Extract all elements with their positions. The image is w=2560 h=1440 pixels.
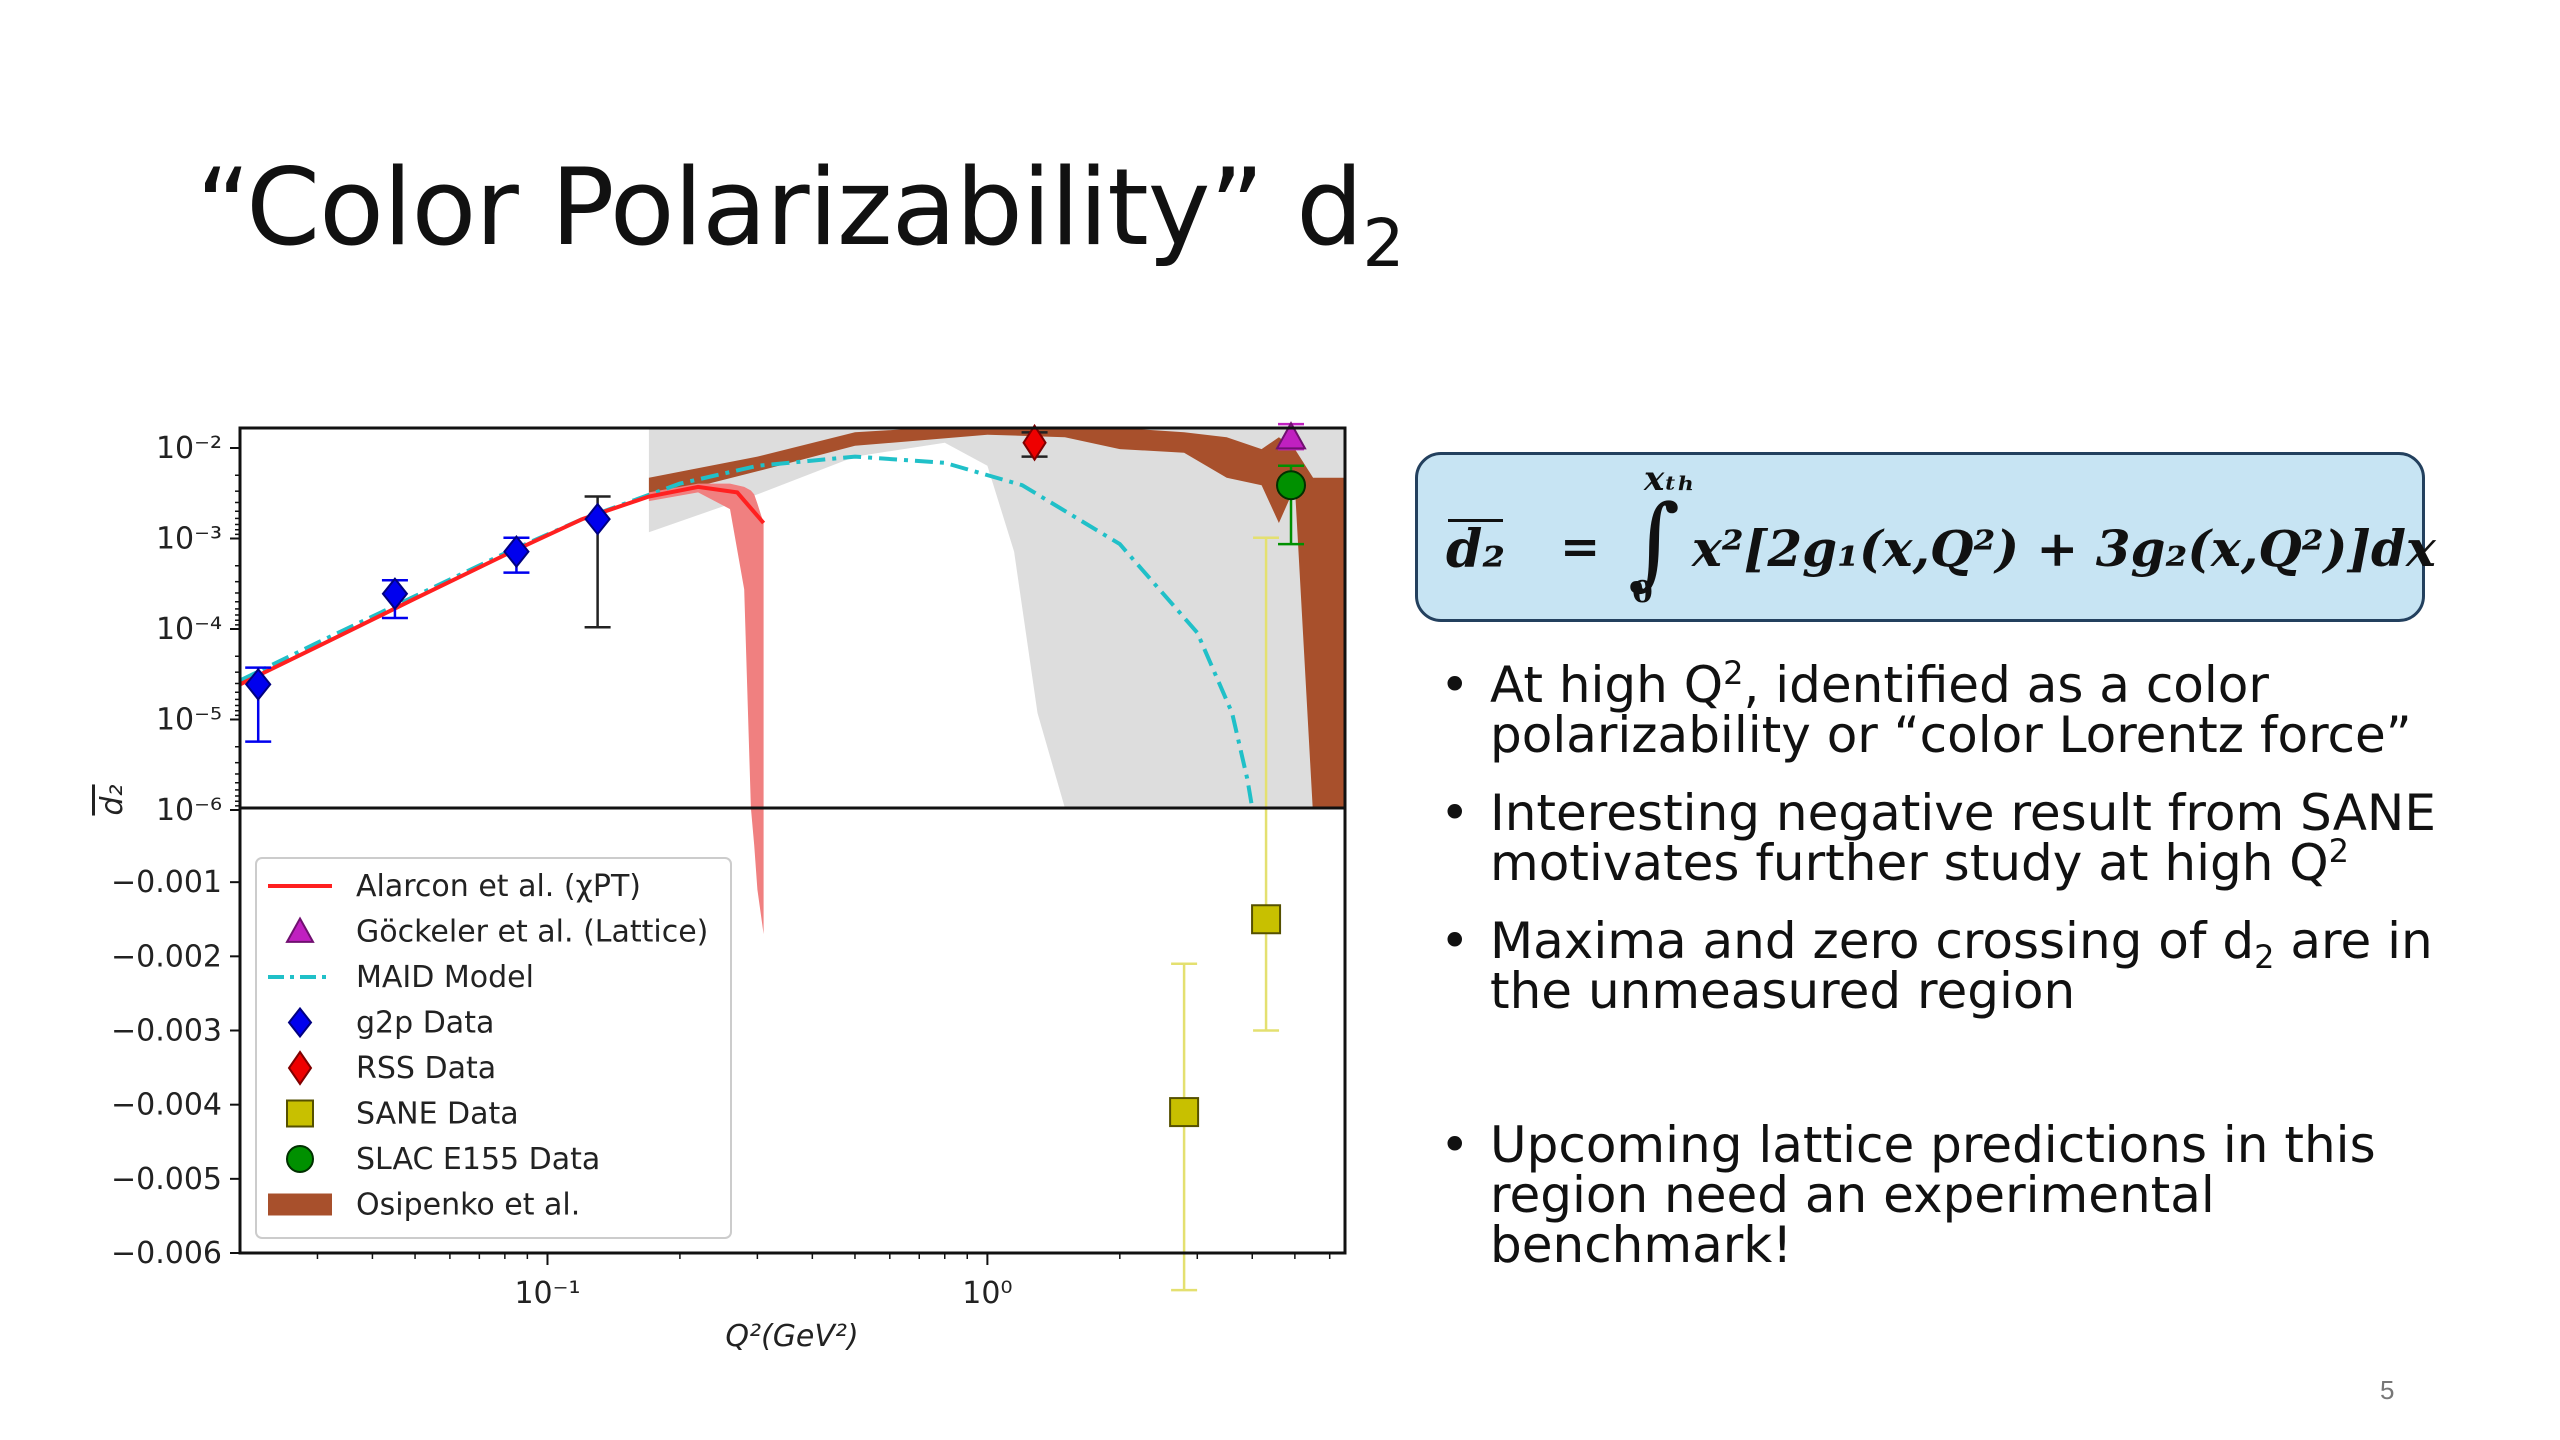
y-tick-label-bottom-1: −0.001: [111, 865, 222, 900]
legend-label: Alarcon et al. (χPT): [356, 869, 641, 904]
slac-point-1: [1276, 470, 1307, 501]
integral-lower-limit: 0: [1632, 575, 1653, 610]
bullet-line: benchmark!: [1490, 1216, 1793, 1274]
legend-swatch-diamond: [287, 1050, 313, 1086]
x-axis-label: Q²(GeV²): [725, 1319, 858, 1354]
legend-item-maid: MAID Model: [268, 960, 534, 995]
legend-swatch-circle: [286, 1145, 314, 1173]
lattice-band: [648, 428, 1345, 808]
legend-item-g2p: g2p Data: [287, 1006, 494, 1041]
x-tick-label-2: 10⁰: [962, 1276, 1012, 1311]
g2p-point-1: [244, 667, 272, 702]
bands-bottom-layer: [750, 808, 764, 935]
legend-item-rss: RSS Data: [287, 1050, 496, 1086]
bullet-line: Upcoming lattice predictions in this: [1490, 1116, 2376, 1174]
legend-swatch-square: [286, 1099, 314, 1128]
y-tick-label-top-2: 10⁻³: [156, 522, 222, 557]
integral-sign: ∫: [1628, 483, 1681, 600]
legend-label: SLAC E155 Data: [356, 1142, 600, 1177]
legend-label: g2p Data: [356, 1006, 494, 1041]
legend-label: RSS Data: [356, 1051, 496, 1086]
rss-point-1: [1022, 423, 1047, 462]
sane-point-2: [1251, 904, 1282, 935]
bullet-3: Maxima and zero crossing of d2 are in th…: [1440, 916, 2540, 1016]
slide-title: “Color Polarizability” d2: [196, 149, 1404, 282]
legend-swatch-band: [268, 1193, 332, 1216]
g2p-point-2: [381, 577, 409, 611]
legend-item-slac: SLAC E155 Data: [286, 1142, 600, 1177]
maid-curve: [240, 454, 1255, 809]
axes-layer: 10⁻² 10⁻³ 10⁻⁴ 10⁻⁵ 10⁻⁶ −0.001 −0.002 −0.003 −0…: [111, 426, 1347, 1311]
legend-label: Göckeler et al. (Lattice): [356, 915, 708, 950]
legend-label: Osipenko et al.: [356, 1188, 580, 1223]
bullet-line: Maxima and zero crossing of d2 are in: [1490, 912, 2433, 976]
slide-title-subscript: 2: [1362, 205, 1404, 282]
y-tick-label-top-4: 10⁻⁵: [156, 703, 222, 738]
legend-item-gockeler: Göckeler et al. (Lattice): [285, 915, 708, 950]
bullet-4: Upcoming lattice predictions in this reg…: [1440, 1120, 2540, 1270]
equation-box: d₂ = ∫ xₜₕ 0 x²[2g₁(x,Q²) + 3g₂(x,Q²)]dx: [1415, 452, 2436, 622]
g2p-point-4: [584, 502, 611, 536]
legend-box: [255, 857, 732, 1239]
equation-lhs: d₂: [1446, 519, 1506, 580]
alarcon-band: [648, 483, 764, 808]
bullet-line: polarizability or “color Lorentz force”: [1490, 706, 2412, 764]
legend: Alarcon et al. (χPT) Göckeler et al. (Lat…: [255, 857, 732, 1239]
legend-item-osipenko: Osipenko et al.: [268, 1188, 580, 1223]
legend-swatch-thin-diamond: [287, 1006, 313, 1039]
y-axis-label: d₂: [95, 784, 130, 815]
y-tick-label-top-1: 10⁻²: [156, 431, 222, 466]
bullet-line: motivates further study at high Q2: [1490, 832, 2350, 892]
page-number: 5: [2380, 1375, 2395, 1405]
y-tick-label-bottom-6: −0.006: [111, 1236, 222, 1271]
legend-swatch-triangle: [285, 916, 315, 943]
legend-item-sane: SANE Data: [286, 1097, 519, 1132]
bullet-line: the unmeasured region: [1490, 962, 2076, 1020]
equation-equals: =: [1560, 519, 1601, 575]
bullet-2: Interesting negative result from SANE mo…: [1440, 788, 2540, 888]
bullet-line: region need an experimental: [1490, 1166, 2215, 1224]
alarcon-band-negative: [750, 808, 764, 935]
slide-title-text: “Color Polarizability” d: [196, 146, 1363, 269]
x-tick-label-1: 10⁻¹: [514, 1276, 580, 1311]
bullet-line: At high Q2, identified as a color: [1490, 654, 2269, 714]
bands-top-layer: [648, 428, 1345, 808]
gockeler-point-1: [1275, 421, 1307, 450]
g2p-point-3: [503, 534, 530, 569]
bullet-line: Interesting negative result from SANE: [1490, 784, 2436, 842]
points-layer: [244, 421, 1307, 1292]
legend-item-alarcon: Alarcon et al. (χPT): [268, 869, 641, 904]
equation-integrand: x²[2g₁(x,Q²) + 3g₂(x,Q²)]dx: [1692, 519, 2436, 578]
integral-upper-limit: xₜₕ: [1644, 459, 1695, 499]
y-tick-label-bottom-2: −0.002: [111, 939, 222, 974]
legend-label: SANE Data: [356, 1097, 519, 1132]
y-tick-label-bottom-5: −0.005: [111, 1162, 222, 1197]
plot-frame: [238, 426, 1347, 1255]
alarcon-curve: [240, 484, 766, 687]
sane-point-1: [1169, 1097, 1200, 1128]
y-tick-label-top-3: 10⁻⁴: [156, 612, 222, 647]
legend-label: MAID Model: [356, 960, 534, 995]
osipenko-band: [648, 428, 1345, 808]
y-tick-label-bottom-3: −0.003: [111, 1014, 222, 1049]
y-tick-label-top-5: 10⁻⁶: [156, 793, 222, 828]
y-tick-label-bottom-4: −0.004: [111, 1088, 222, 1123]
curves-layer: [240, 454, 1255, 809]
bullet-1: At high Q2, identified as a color polari…: [1440, 654, 2540, 764]
